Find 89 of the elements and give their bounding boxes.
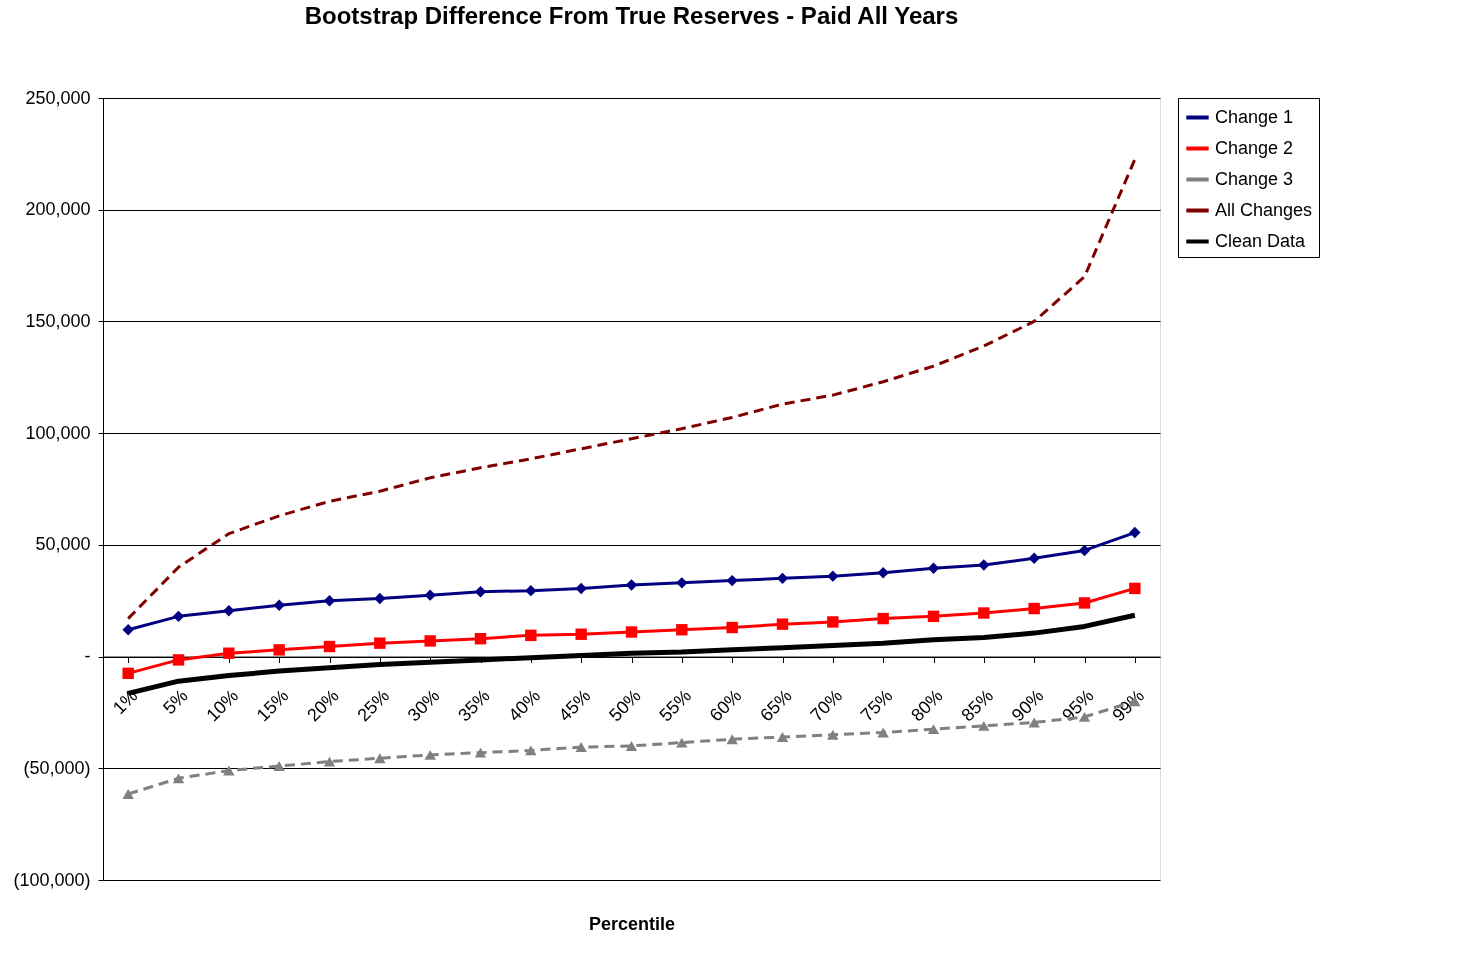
point: [223, 765, 235, 776]
x-tick-label: 55%: [655, 685, 696, 726]
x-tick-label: 85%: [957, 685, 998, 726]
x-tick-label: 65%: [756, 685, 796, 726]
point: [323, 756, 336, 767]
y-tick-label: 250,000: [25, 87, 91, 108]
line-series: [126, 157, 1137, 621]
point: [625, 626, 638, 638]
point: [122, 667, 134, 680]
point: [1078, 597, 1091, 609]
point: [575, 628, 587, 640]
point: [827, 570, 839, 582]
point: [776, 732, 789, 742]
point: [474, 747, 487, 758]
x-tick-label: 70%: [806, 685, 847, 726]
y-tick-label: 100,000: [25, 422, 91, 443]
legend-label: Change 3: [1215, 168, 1294, 189]
point: [223, 647, 235, 659]
point: [1129, 582, 1141, 595]
point: [827, 729, 839, 740]
point: [122, 624, 134, 636]
point: [625, 741, 638, 751]
point: [927, 724, 940, 735]
x-tick-label: 5%: [159, 685, 192, 719]
point: [978, 607, 990, 619]
point: [877, 567, 889, 579]
point: [172, 654, 185, 666]
point: [424, 635, 436, 647]
x-tick-label: 45%: [554, 685, 595, 726]
x-tick-label: 60%: [705, 685, 746, 726]
x-tick-label: 90%: [1007, 685, 1048, 726]
point: [776, 618, 789, 630]
y-tick-label: 200,000: [25, 199, 91, 220]
y-tick-label: (100,000): [13, 869, 91, 890]
y-tick-label: 150,000: [25, 310, 91, 331]
point: [978, 720, 990, 731]
legend-label: Change 2: [1215, 137, 1294, 158]
point: [374, 753, 386, 764]
y-tick-label: -: [84, 646, 91, 667]
x-tick-label: 95%: [1058, 685, 1098, 726]
x-tick-label: 35%: [454, 685, 494, 726]
point: [726, 574, 738, 587]
point: [1078, 544, 1091, 557]
point: [374, 592, 386, 605]
point: [1129, 526, 1141, 539]
point: [223, 605, 235, 617]
point: [1028, 552, 1040, 564]
point: [525, 629, 537, 642]
point: [122, 789, 134, 799]
point: [172, 610, 185, 623]
point: [877, 612, 889, 625]
y-tick-label: 50,000: [35, 534, 91, 555]
point: [575, 582, 587, 595]
point: [726, 734, 738, 745]
point: [927, 610, 940, 623]
x-tick-label: 40%: [504, 685, 545, 726]
x-tick-label: 75%: [856, 685, 897, 726]
point: [474, 633, 487, 645]
point: [273, 599, 285, 611]
legend-label: All Changes: [1215, 199, 1313, 220]
point: [827, 616, 839, 628]
point: [676, 577, 688, 589]
point: [978, 559, 990, 571]
point: [323, 640, 336, 653]
legend-label: Change 1: [1215, 106, 1294, 127]
point: [575, 742, 587, 752]
point: [374, 637, 386, 649]
point: [877, 727, 889, 738]
x-axis-title: Percentile: [588, 913, 676, 934]
x-tick-label: 80%: [907, 685, 947, 726]
point: [273, 644, 285, 656]
point: [676, 624, 688, 636]
x-tick-label: 15%: [252, 685, 293, 726]
point: [676, 737, 688, 748]
point: [424, 749, 436, 760]
point: [525, 584, 537, 597]
point: [424, 589, 436, 601]
legend-label: Clean Data: [1215, 230, 1307, 251]
chart-title: Bootstrap Difference From True Reserves - Paid All Years: [304, 2, 959, 29]
x-tick-label: 1%: [108, 685, 142, 719]
point: [172, 773, 185, 784]
x-tick-label: 50%: [605, 685, 645, 726]
point: [927, 562, 940, 575]
point: [525, 745, 537, 756]
point: [1028, 602, 1040, 615]
point: [726, 621, 738, 634]
y-tick-label: (50,000): [23, 757, 91, 778]
x-tick-label: 30%: [403, 685, 444, 726]
point: [273, 761, 285, 771]
